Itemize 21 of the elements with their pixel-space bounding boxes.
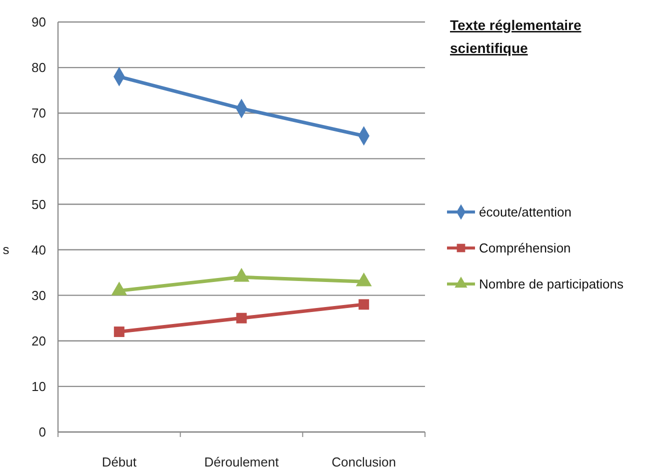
y-tick-label: 80: [32, 60, 46, 76]
legend-label: écoute/attention: [479, 204, 572, 220]
x-tick-label: Conclusion: [332, 454, 396, 470]
y-tick-label: 40: [32, 242, 46, 258]
point: [114, 326, 124, 338]
point: [358, 299, 370, 310]
point: [236, 312, 247, 324]
x-tick-label: Déroulement: [204, 454, 280, 470]
y-tick-label: 10: [32, 378, 46, 394]
y-tick-label: 70: [32, 106, 46, 121]
y-tick-label: 20: [32, 333, 46, 348]
legend-label: Compréhension: [479, 240, 571, 256]
legend-label: Nombre de participations: [479, 276, 624, 292]
y-tick-label: 60: [32, 151, 46, 166]
y-tick-label: 0: [38, 424, 46, 440]
y-tick-label: 90: [32, 14, 46, 30]
y-tick-label: 50: [32, 196, 46, 212]
x-tick-label: Début: [102, 454, 137, 470]
y-tick-label: 30: [32, 288, 46, 303]
y-axis-title: s: [2, 242, 10, 257]
text: Texte réglementaire scientifique: [450, 17, 582, 56]
